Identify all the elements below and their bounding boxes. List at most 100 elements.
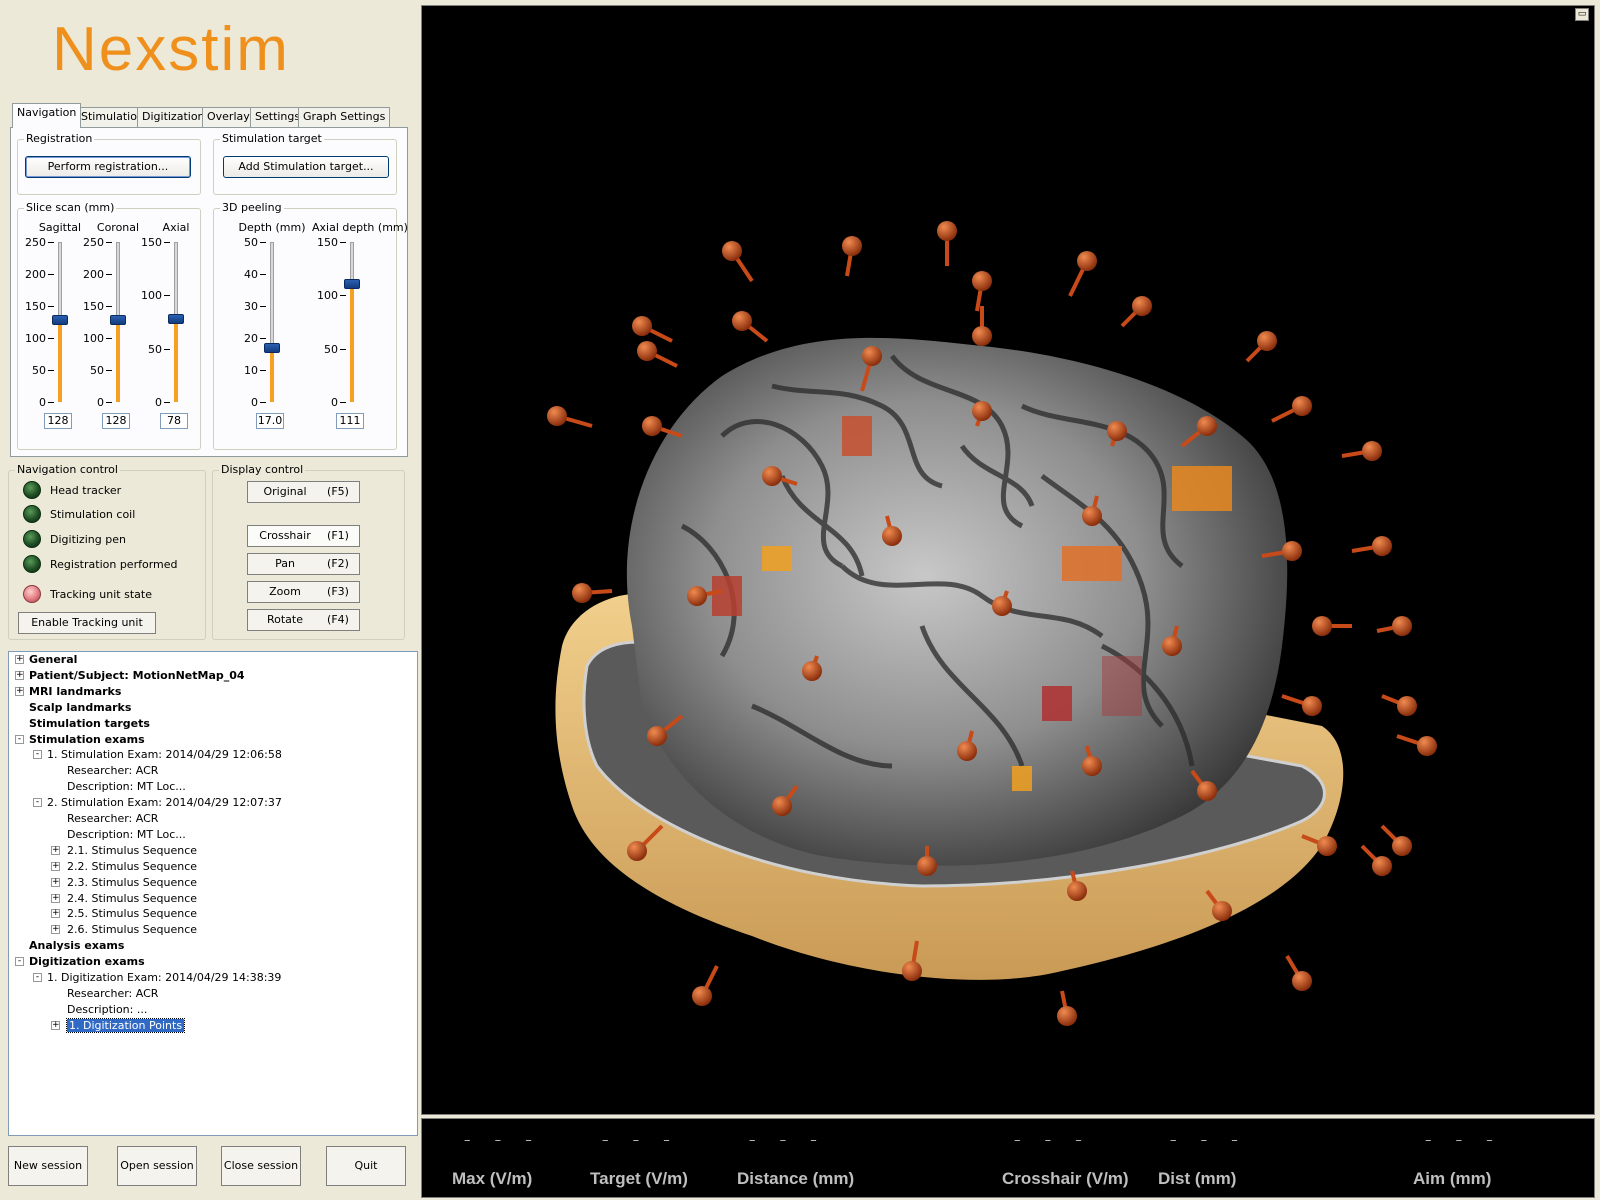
tree-node[interactable]: MRI landmarks — [29, 684, 121, 699]
expand-icon[interactable]: + — [51, 1019, 60, 1030]
tree-node-label: 1. Digitization Points — [65, 1017, 186, 1033]
sulci-lines — [680, 354, 1195, 769]
display-button-label: Zoom — [269, 585, 301, 598]
tree-node[interactable]: General — [29, 652, 77, 667]
expand-icon[interactable]: + — [15, 685, 24, 696]
tree-node[interactable]: Scalp landmarks — [29, 700, 131, 715]
stimulation-pin-head — [992, 596, 1012, 616]
tab-digitization[interactable]: Digitization — [137, 107, 210, 127]
collapse-icon[interactable]: - — [33, 973, 42, 982]
tree-node[interactable]: Stimulation exams — [29, 732, 145, 747]
slice-slider-value-field[interactable]: 128 — [102, 413, 130, 429]
tree-node[interactable]: 1. Digitization Exam: 2014/04/29 14:38:3… — [47, 970, 281, 985]
new-session-button[interactable]: New session — [8, 1146, 88, 1186]
tree-node[interactable]: 2.1. Stimulus Sequence — [67, 843, 197, 858]
tab-settings[interactable]: Settings — [250, 107, 306, 127]
tab-navigation[interactable]: Navigation — [12, 103, 82, 128]
collapse-icon[interactable]: - — [15, 957, 24, 967]
tree-node[interactable]: Stimulation targets — [29, 716, 150, 731]
add-stimulation-target-button[interactable]: Add Stimulation target... — [223, 156, 389, 178]
display-crosshair-button[interactable]: Crosshair (F1) — [247, 525, 360, 547]
slice-slider-value-field[interactable]: 78 — [160, 413, 188, 429]
slice-slider-thumb[interactable] — [168, 313, 184, 324]
tree-node[interactable]: 2.3. Stimulus Sequence — [67, 875, 197, 890]
slider-tick-mark — [106, 338, 112, 339]
expand-icon[interactable]: + — [15, 654, 24, 664]
display-pan-button[interactable]: Pan (F2) — [247, 553, 360, 575]
tab-graph-settings[interactable]: Graph Settings — [298, 107, 391, 127]
tree-node[interactable]: 2.6. Stimulus Sequence — [67, 922, 197, 937]
enable-tracking-unit-button[interactable]: Enable Tracking unit — [18, 612, 156, 634]
collapse-icon[interactable]: - — [15, 734, 24, 744]
perform-registration-button[interactable]: Perform registration... — [25, 156, 191, 178]
stimulation-pin-head — [1392, 616, 1412, 636]
tree-node[interactable]: 2.2. Stimulus Sequence — [67, 859, 197, 874]
tree-node[interactable]: Description: MT Loc... — [67, 827, 186, 842]
3d-brain-viewer[interactable] — [421, 5, 1595, 1115]
tree-node-label: Patient/Subject: MotionNetMap_04 — [29, 668, 245, 682]
tree-node[interactable]: Description: MT Loc... — [67, 779, 186, 794]
display-rotate-button[interactable]: Rotate (F4) — [247, 609, 360, 631]
readout-label: Crosshair (V/m) — [1002, 1169, 1129, 1188]
stimulation-pin-head — [972, 271, 992, 291]
tree-node[interactable]: 2.4. Stimulus Sequence — [67, 891, 197, 906]
tree-node[interactable]: Digitization exams — [29, 954, 145, 969]
stimulation-pin-head — [1372, 536, 1392, 556]
tree-node[interactable]: 2.5. Stimulus Sequence — [67, 906, 197, 921]
stimulation-pin-head — [1282, 541, 1302, 561]
tree-node[interactable]: Researcher: ACR — [67, 811, 158, 826]
readout-value: – – – — [602, 1133, 680, 1148]
peeling-slider-thumb[interactable] — [344, 278, 360, 289]
slider-tick-mark — [340, 348, 346, 350]
stimulation-pin-head — [937, 221, 957, 241]
expand-icon[interactable]: + — [15, 669, 24, 680]
tree-node-label: Scalp landmarks — [29, 700, 132, 714]
display-button-label: Original — [263, 485, 307, 498]
tree-node[interactable]: Description: ... — [67, 1002, 147, 1017]
stimulation-pin-head — [882, 526, 902, 546]
slice-slider-thumb[interactable] — [52, 315, 68, 326]
quit-button[interactable]: Quit — [326, 1146, 406, 1186]
collapse-icon[interactable]: - — [33, 750, 42, 760]
tab-stimulation[interactable]: Stimulation — [76, 107, 149, 127]
display-zoom-button[interactable]: Zoom (F3) — [247, 581, 360, 603]
tree-node[interactable]: Researcher: ACR — [67, 763, 158, 778]
tree-node[interactable]: Patient/Subject: MotionNetMap_04 — [29, 668, 245, 683]
stimulation-coil-label: Stimulation coil — [50, 508, 136, 521]
slice-slider-thumb[interactable] — [110, 315, 126, 326]
display-original-button[interactable]: Original (F5) — [247, 481, 360, 503]
slider-tick-mark — [48, 242, 54, 243]
slider-tick-label: 0 — [97, 396, 104, 409]
expand-icon[interactable]: + — [51, 860, 60, 871]
peeling-slider-fill — [350, 283, 354, 402]
peeling-slider-thumb[interactable] — [264, 342, 280, 353]
peeling-slider-value-field[interactable]: 111 — [336, 413, 364, 429]
expand-icon[interactable]: + — [51, 844, 60, 855]
slice-scan-group-label: Slice scan (mm) — [24, 201, 117, 215]
expand-icon[interactable]: + — [51, 924, 60, 935]
tree-node[interactable]: 1. Digitization Points — [65, 1017, 186, 1033]
slider-tick-label: 0 — [39, 396, 46, 409]
slider-tick-mark — [340, 242, 346, 243]
slice-slider-value-field[interactable]: 128 — [44, 413, 72, 429]
open-session-button[interactable]: Open session — [117, 1146, 197, 1186]
expand-icon[interactable]: + — [51, 908, 60, 919]
peeling-slider-value-field[interactable]: 17.0 — [256, 413, 284, 429]
expand-icon[interactable]: + — [51, 892, 60, 903]
expand-icon[interactable]: + — [51, 876, 60, 887]
tree-node[interactable]: Researcher: ACR — [67, 986, 158, 1001]
stimulation-pin-head — [1372, 856, 1392, 876]
stimulation-pin-head — [1362, 441, 1382, 461]
tree-node[interactable]: Analysis exams — [29, 938, 124, 953]
close-session-button[interactable]: Close session — [221, 1146, 301, 1186]
slider-tick-mark — [106, 306, 112, 307]
stimulation-pin-head — [917, 856, 937, 876]
collapse-icon[interactable]: - — [33, 798, 42, 808]
slice-slider-fill — [58, 320, 62, 402]
tree-node[interactable]: 1. Stimulation Exam: 2014/04/29 12:06:58 — [47, 747, 282, 762]
tab-overlay[interactable]: Overlay — [202, 107, 255, 127]
stimulation-pin-head — [902, 961, 922, 981]
tree-node[interactable]: 2. Stimulation Exam: 2014/04/29 12:07:37 — [47, 795, 282, 810]
restore-window-icon[interactable]: ▭ — [1575, 8, 1589, 21]
session-tree[interactable]: General + Patient/Subject: MotionNetMap_04… — [8, 651, 418, 1136]
